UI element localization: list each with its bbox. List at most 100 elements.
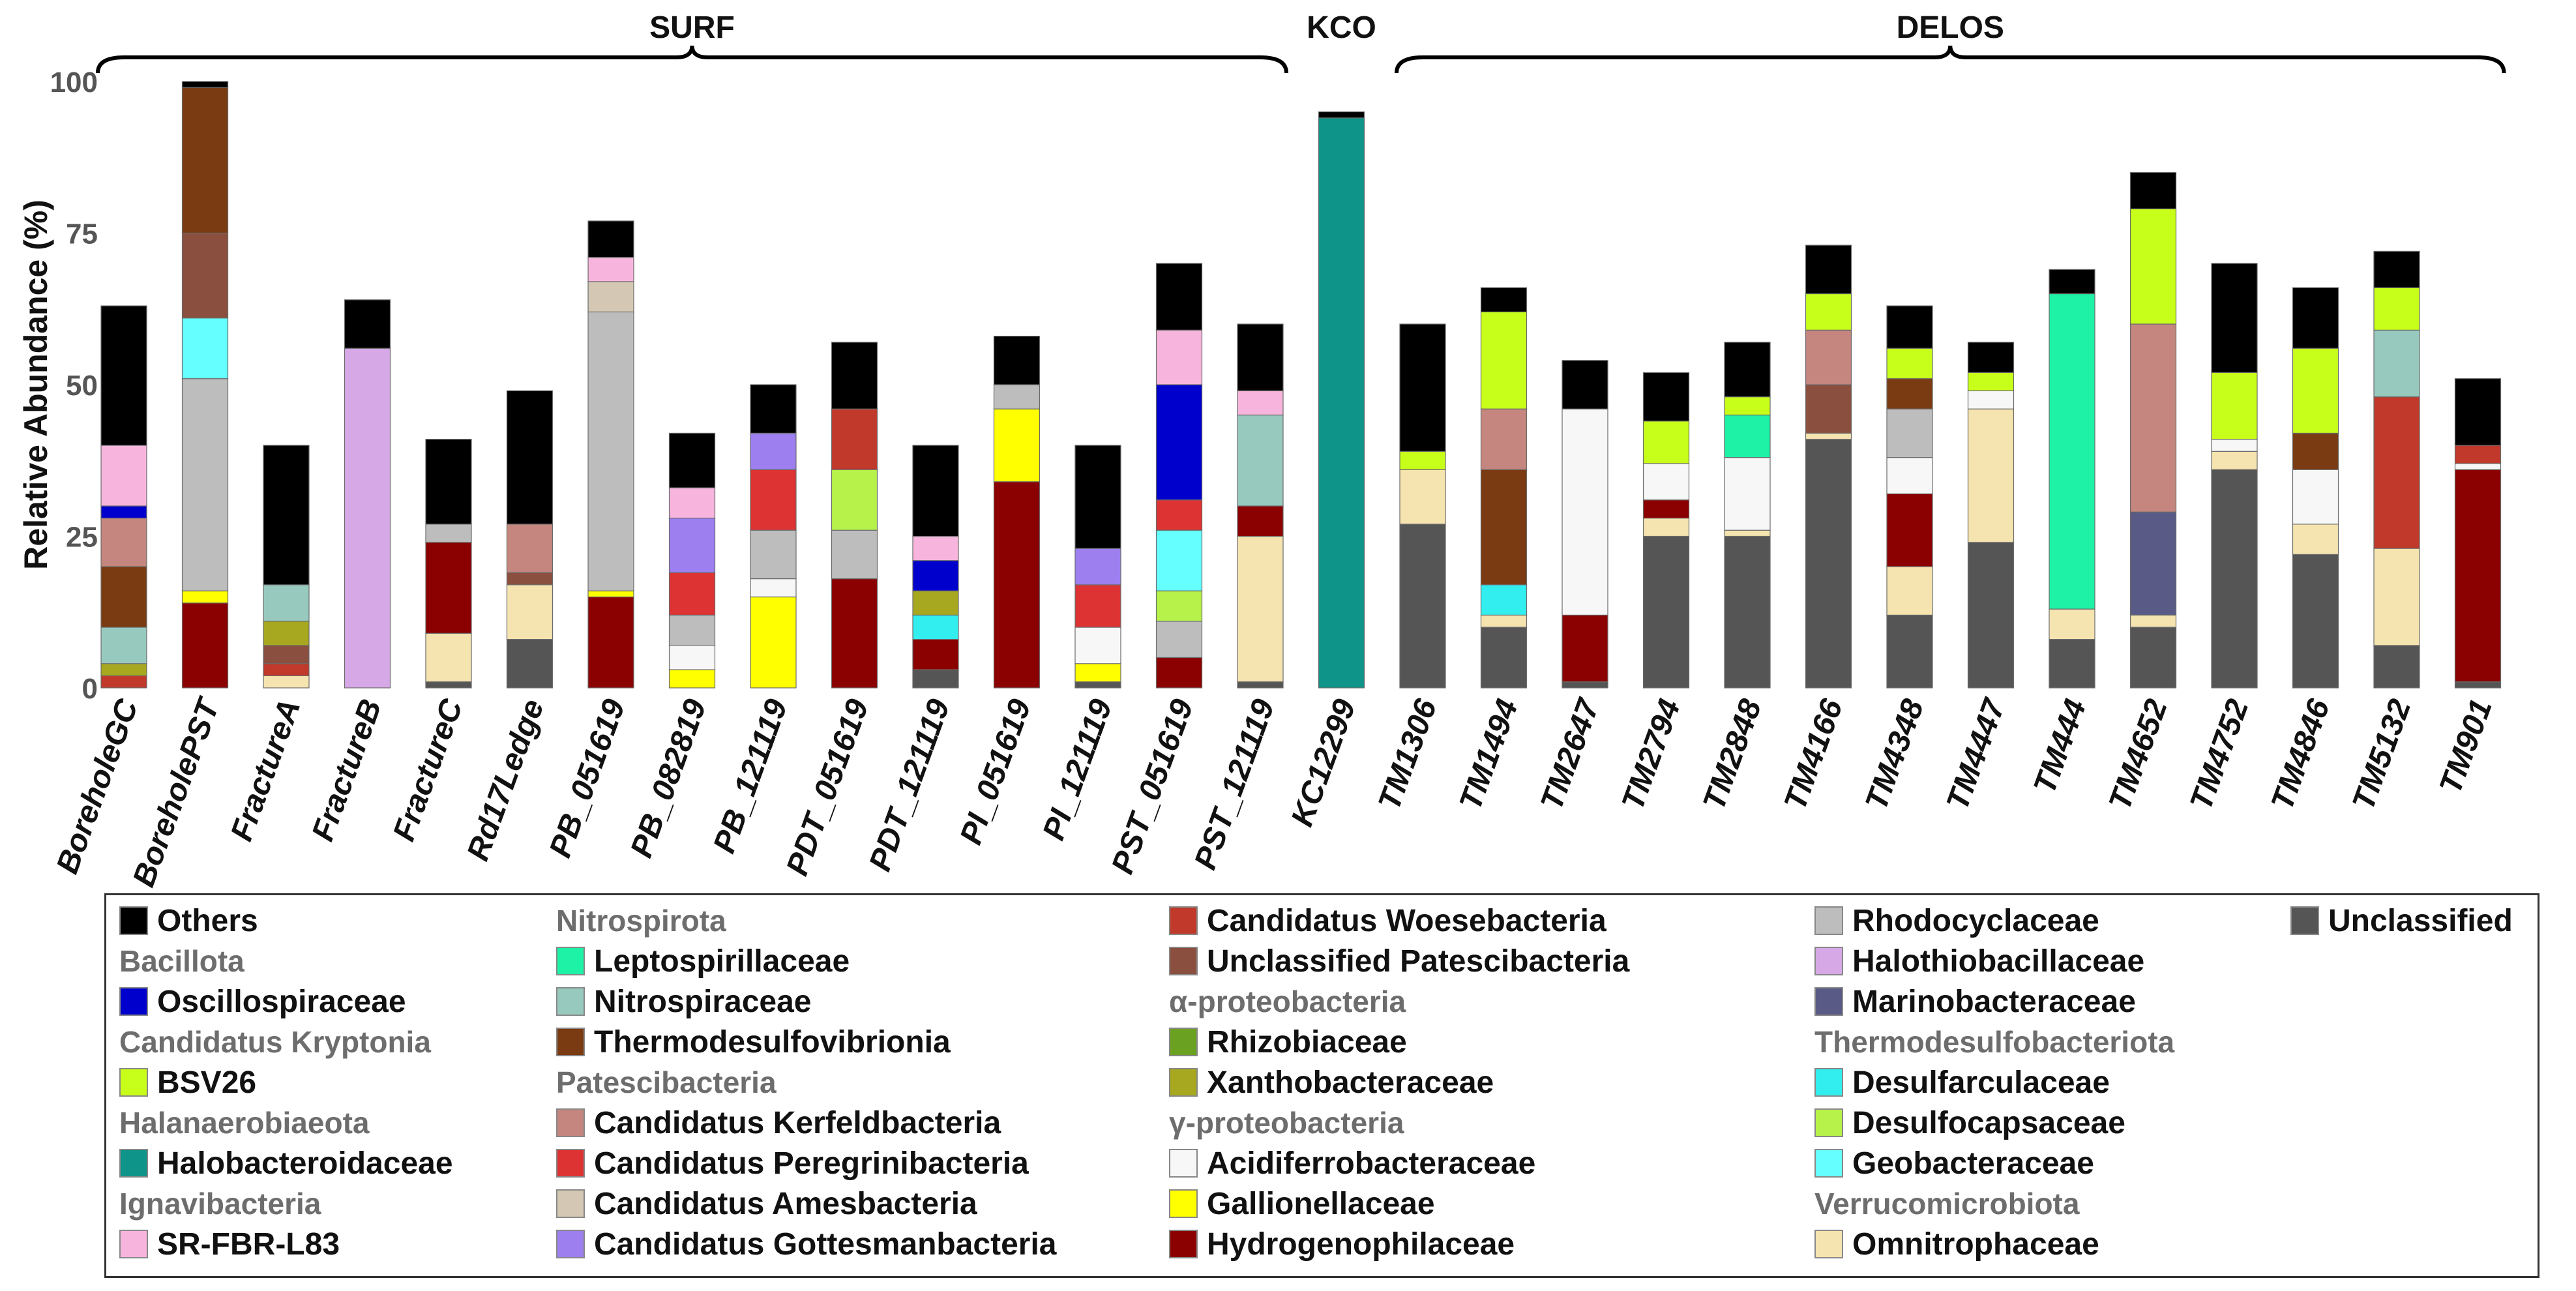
bar-segment-others — [1399, 323, 1446, 452]
legend-phylum-label: Verrucomicrobiota — [1814, 1187, 2080, 1221]
bar-segment-unclassified — [1399, 524, 1446, 689]
legend-item: Halothiobacillaceae — [1814, 941, 2174, 981]
bar-segment-nitrospiraceae — [263, 584, 310, 622]
legend: Others Bacillota Oscillospiraceae Candidatu… — [104, 893, 2539, 1278]
bar-segment-desulfocapsaceae — [1155, 590, 1203, 622]
bar-segment-unclassified — [1237, 681, 1284, 689]
bar-segment-hydrogenophilaceae — [1886, 493, 1933, 567]
x-tick-label: PDT_051619 — [780, 694, 876, 880]
bar-segment-unclassified — [2049, 638, 2095, 689]
bar-segment-others — [2049, 269, 2095, 295]
bar-stack — [1642, 372, 1690, 689]
bar-segment-xanthobacteraceae — [100, 663, 147, 676]
bar-stack — [2373, 250, 2420, 689]
legend-label: Desulfarculaceae — [1852, 1065, 2110, 1100]
legend-item: Desulfocapsaceae — [1814, 1103, 2174, 1143]
bar-segment-others — [2373, 250, 2420, 288]
bar-segment-thermodesulfovibrionia — [181, 87, 229, 234]
x-tick-label: PST_121119 — [1188, 694, 1281, 874]
legend-swatch — [556, 1149, 585, 1178]
x-tick-label: BoreholeGC — [50, 694, 145, 878]
bar-segment-omnitrophaceae — [1237, 535, 1284, 683]
bar-segment-others — [2129, 171, 2177, 209]
bar-stack — [1237, 323, 1284, 689]
bar-segment-others — [750, 384, 797, 434]
bar-stack — [1562, 360, 1608, 689]
site-group-label: KCO — [1307, 10, 1376, 45]
bar-stack — [344, 299, 391, 689]
x-tick-label: PI_121119 — [1037, 694, 1119, 844]
x-tick-label: PDT_121119 — [863, 694, 956, 876]
y-tick-label: 75 — [66, 218, 98, 250]
bar-segment-others — [1155, 263, 1203, 331]
bar-segment-omnitrophaceae — [1967, 408, 2015, 543]
legend-item: Gallionellaceae — [1169, 1183, 1629, 1224]
bar-segment-desulfarculaceae — [912, 614, 959, 640]
legend-item: Halobacteroidaceae — [119, 1143, 453, 1183]
bar-segment-unclassified — [1642, 535, 1690, 689]
bar-segment-acidiferrobacteraceae — [2211, 439, 2258, 452]
legend-swatch — [1169, 1230, 1198, 1258]
bar-segment-bsv26 — [2211, 372, 2258, 440]
bar-segment-oscillospiraceae — [1155, 384, 1203, 501]
bar-stack — [181, 81, 229, 689]
x-tick-label: PST_051619 — [1105, 694, 1200, 878]
bar-segment-others — [2292, 287, 2339, 349]
legend-item: Unclassified Patescibacteria — [1169, 941, 1629, 981]
bar-segment-omnitrophaceae — [1805, 432, 1852, 440]
site-group-label: SURF — [649, 10, 735, 45]
x-tick-label: Rd17Ledge — [461, 695, 551, 865]
legend-label: Unclassified Patescibacteria — [1207, 943, 1630, 979]
legend-swatch — [119, 906, 148, 935]
bar-stack — [1155, 263, 1203, 689]
x-tick-label: PI_051619 — [954, 694, 1038, 849]
bar-segment-hydrogenophilaceae — [1642, 499, 1690, 519]
bar-segment-candidatus-peregrinibacteria — [1155, 499, 1203, 531]
x-tick-label: TM444 — [2027, 695, 2093, 799]
bar-stack — [587, 220, 634, 689]
x-tick-label: TM4166 — [1778, 694, 1850, 814]
bar-segment-oscillospiraceae — [912, 560, 959, 591]
bar-segment-others — [425, 439, 472, 525]
site-group-brace — [96, 45, 1288, 74]
legend-phylum-label: Bacillota — [119, 944, 244, 978]
bar-segment-bsv26 — [1805, 293, 1852, 331]
bar-segment-candidatus-kerfeldbacteria — [506, 524, 554, 573]
bar-segment-thermodesulfovibrionia — [100, 566, 147, 628]
bar-segment-sr-fbr-l83 — [100, 445, 147, 507]
bar-stack — [1399, 323, 1446, 689]
legend-phylum-label: Thermodesulfobacteriota — [1814, 1025, 2175, 1059]
bar-stack — [2129, 171, 2177, 689]
legend-swatch — [1169, 947, 1198, 975]
legend-label: Leptospirillaceae — [594, 943, 850, 979]
bar-stack — [668, 432, 716, 689]
bar-stack — [1724, 342, 1771, 689]
legend-label: Gallionellaceae — [1207, 1186, 1435, 1221]
bar-segment-unclassified — [2292, 554, 2339, 689]
bar-segment-omnitrophaceae — [1886, 566, 1933, 616]
x-tick-label: PB_051619 — [543, 694, 632, 862]
x-tick-label: FractureC — [387, 694, 470, 845]
x-tick-label: KC12299 — [1285, 694, 1363, 831]
bar-segment-others — [1967, 342, 2015, 374]
bar-segment-oscillospiraceae — [100, 505, 147, 519]
bar-segment-others — [1480, 287, 1528, 313]
legend-item: Unclassified — [2290, 900, 2513, 941]
bar-segment-unclassified-patescibacteria — [181, 232, 229, 319]
legend-label: Thermodesulfovibrionia — [594, 1024, 951, 1060]
bar-segment-unclassified — [1724, 535, 1771, 689]
bar-segment-others — [1074, 445, 1121, 549]
bar-segment-others — [2211, 263, 2258, 373]
bar-segment-candidatus-kerfeldbacteria — [1480, 408, 1528, 470]
bar-segment-gallionellaceae — [181, 590, 229, 604]
bar-segment-others — [1562, 360, 1608, 409]
bar-segment-hydrogenophilaceae — [587, 596, 634, 689]
bar-segment-others — [263, 445, 310, 586]
legend-item: Candidatus Amesbacteria — [556, 1183, 1057, 1224]
bar-segment-candidatus-peregrinibacteria — [1074, 584, 1121, 628]
legend-label: Halobacteroidaceae — [157, 1146, 453, 1181]
bar-segment-gallionellaceae — [668, 669, 716, 689]
legend-item: Omnitrophaceae — [1814, 1224, 2174, 1264]
y-tick-label: 50 — [66, 370, 98, 402]
bar-stack — [263, 445, 310, 689]
